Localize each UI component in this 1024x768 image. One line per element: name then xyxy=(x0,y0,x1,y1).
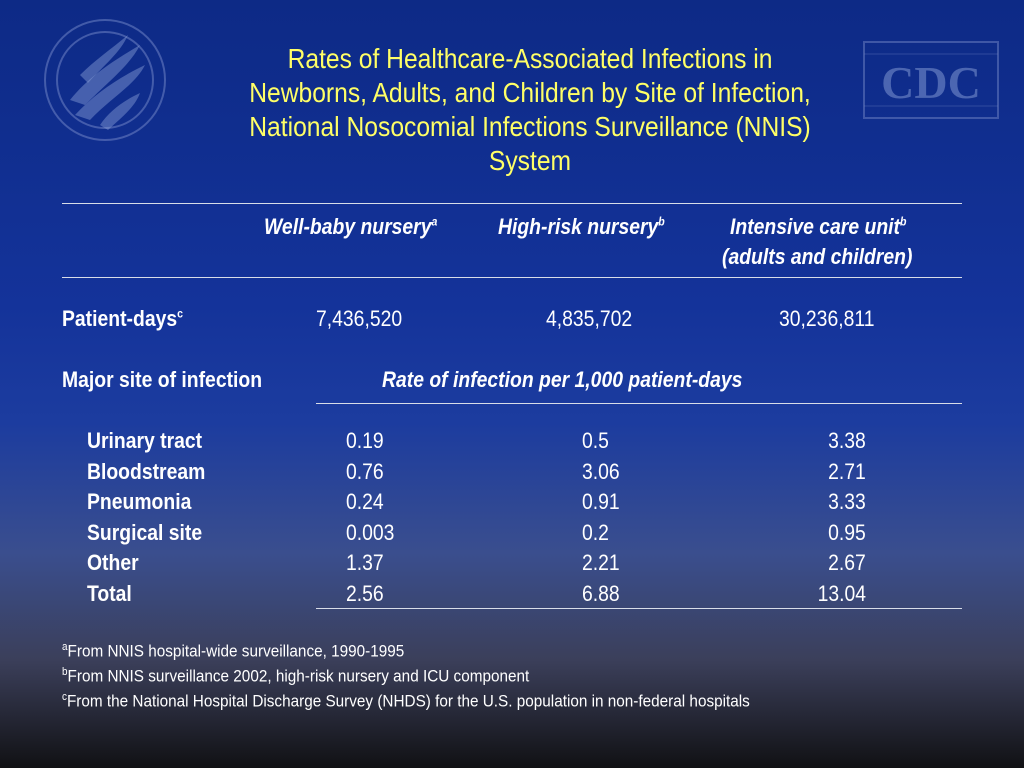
major-site-label: Major site of infection xyxy=(62,367,263,392)
rate-high-risk: 3.06 xyxy=(582,459,620,484)
col-header-well-baby: Well-baby nurserya xyxy=(264,214,438,239)
rate-well-baby: 0.19 xyxy=(346,428,384,453)
footnote: cFrom the National Hospital Discharge Su… xyxy=(62,691,750,711)
col-header-icu-subtitle: (adults and children) xyxy=(722,244,913,269)
site-label: Total xyxy=(87,581,132,606)
rate-well-baby: 1.37 xyxy=(346,550,384,575)
rate-well-baby: 2.56 xyxy=(346,581,384,606)
rate-high-risk: 6.88 xyxy=(582,581,620,606)
title-line: National Nosocomial Infections Surveilla… xyxy=(249,111,811,142)
patient-days-high-risk: 4,835,702 xyxy=(546,306,633,331)
table-top-rule xyxy=(62,203,962,204)
title-line: Rates of Healthcare-Associated Infection… xyxy=(287,43,773,74)
header-bottom-rule xyxy=(62,277,962,278)
patient-days-well-baby: 7,436,520 xyxy=(316,306,403,331)
col-header-icu: Intensive care unitb xyxy=(730,214,907,239)
site-label: Urinary tract xyxy=(87,428,203,453)
site-label: Other xyxy=(87,550,139,575)
site-label: Pneumonia xyxy=(87,489,192,514)
rate-high-risk: 0.5 xyxy=(582,428,609,453)
slide-title: Rates of Healthcare-Associated Infection… xyxy=(196,42,865,178)
rate-icu: 3.33 xyxy=(828,489,866,514)
rate-high-risk: 0.2 xyxy=(582,520,609,545)
footnote: bFrom NNIS surveillance 2002, high-risk … xyxy=(62,666,530,686)
rate-high-risk: 0.91 xyxy=(582,489,620,514)
hhs-logo-icon xyxy=(44,19,166,141)
rate-high-risk: 2.21 xyxy=(582,550,620,575)
rate-well-baby: 0.003 xyxy=(346,520,395,545)
table-bottom-rule xyxy=(316,608,962,609)
patient-days-icu: 30,236,811 xyxy=(779,306,875,331)
site-label: Bloodstream xyxy=(87,459,206,484)
rate-icu: 3.38 xyxy=(828,428,866,453)
rate-icu: 2.71 xyxy=(828,459,866,484)
cdc-logo-icon: CDC xyxy=(863,41,999,119)
rate-label-rule xyxy=(316,403,962,404)
rate-icu: 0.95 xyxy=(828,520,866,545)
title-line: System xyxy=(488,145,572,176)
rate-label: Rate of infection per 1,000 patient-days xyxy=(382,367,743,392)
rate-well-baby: 0.24 xyxy=(346,489,384,514)
col-header-high-risk: High-risk nurseryb xyxy=(498,214,665,239)
site-label: Surgical site xyxy=(87,520,203,545)
footnote: aFrom NNIS hospital-wide surveillance, 1… xyxy=(62,641,405,661)
rate-well-baby: 0.76 xyxy=(346,459,384,484)
rate-icu: 13.04 xyxy=(817,581,866,606)
title-line: Newborns, Adults, and Children by Site o… xyxy=(249,77,811,108)
patient-days-label: Patient-daysc xyxy=(62,306,184,331)
cdc-logo-text: CDC xyxy=(881,57,981,108)
rate-icu: 2.67 xyxy=(828,550,866,575)
